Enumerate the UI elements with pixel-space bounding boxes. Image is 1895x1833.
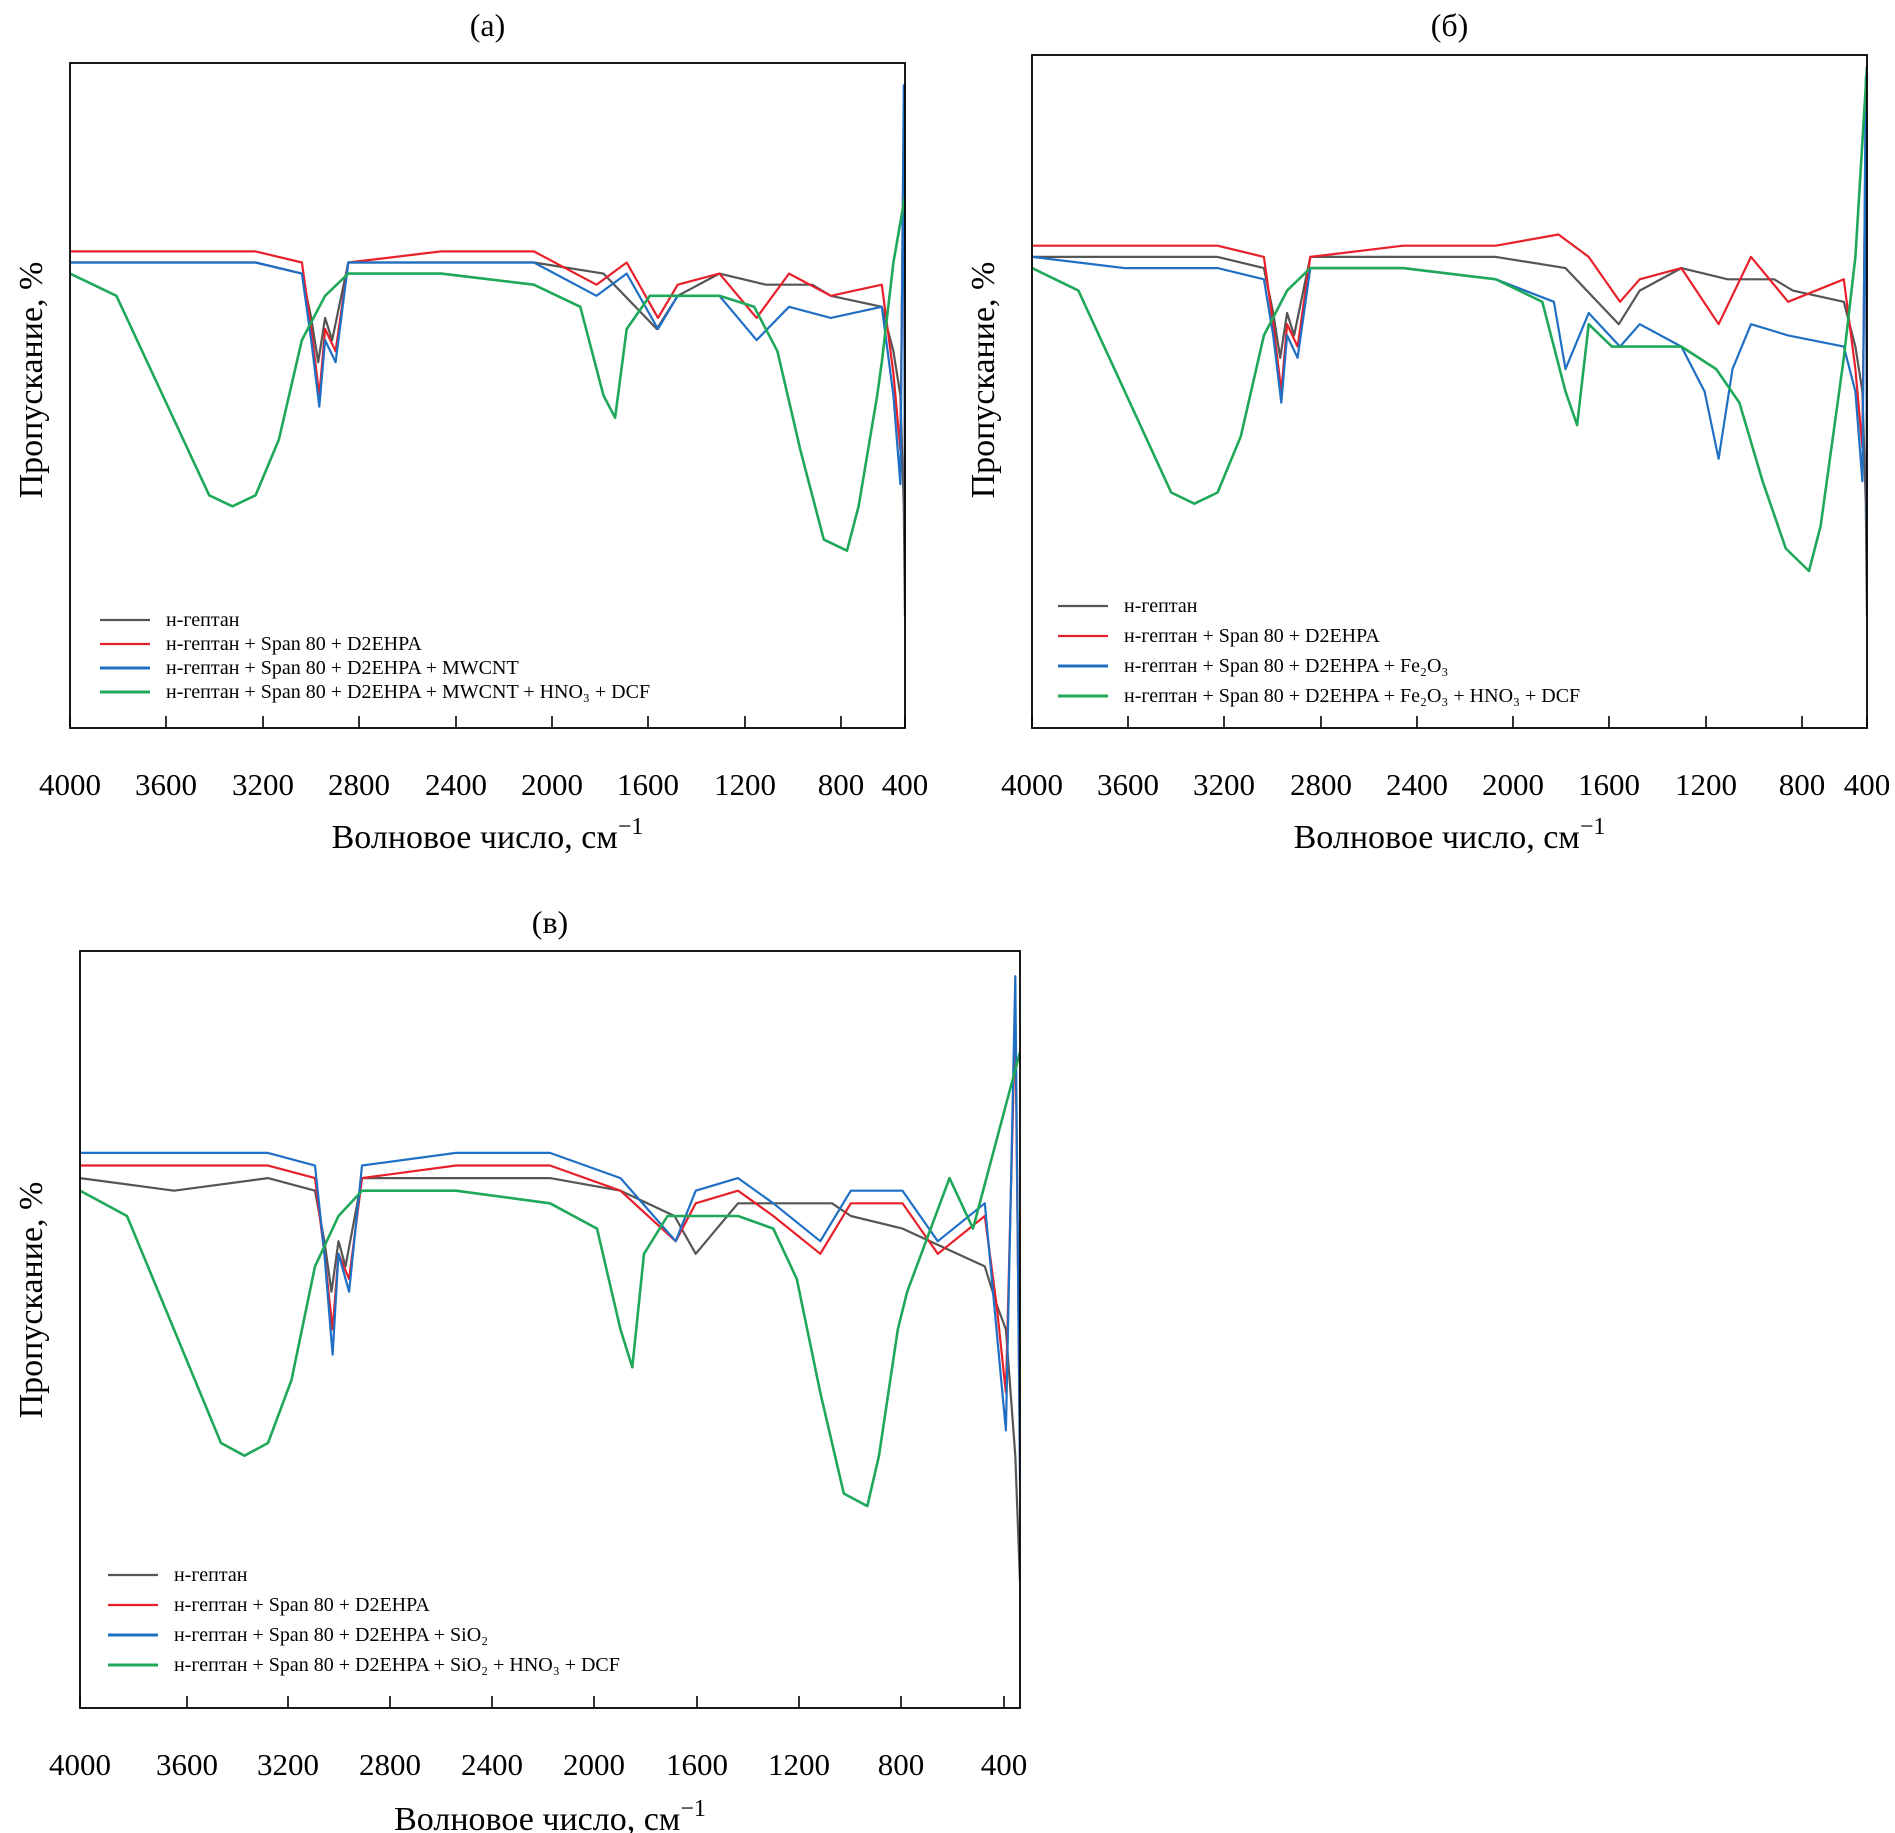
series-group	[70, 84, 905, 618]
legend-entry: н-гептан	[174, 1564, 248, 1586]
series-line-2	[80, 1012, 1020, 1456]
legend-entry: н-гептан + Span 80 + D2EHPA	[1124, 625, 1380, 647]
legend-entry: н-гептан + Span 80 + D2EHPA + Fe₂O₃	[1124, 655, 1448, 677]
x-tick-label: 2000	[1482, 767, 1544, 802]
series-line-2	[70, 117, 905, 507]
y-axis-label: Пропускание, %	[13, 262, 50, 499]
legend-entry: н-гептан + Span 80 + D2EHPA	[166, 633, 422, 655]
x-tick-label: 4000	[49, 1747, 111, 1782]
x-axis-label: Волновое число, см−1	[394, 1796, 706, 1833]
chart-panel-1: (б) 4000 3600 3200 2800 2400 2000 1600 1200 800 40…	[965, 7, 1890, 856]
x-tick-label: 2800	[328, 767, 390, 802]
series-group	[1032, 66, 1867, 616]
panel-title: (б)	[1431, 7, 1469, 43]
legend-entry: н-гептан + Span 80 + D2EHPA + SiO₂ + HNO…	[174, 1654, 620, 1676]
series-line-4	[80, 1051, 1020, 1508]
x-tick-label: 2400	[425, 767, 487, 802]
x-tick-label: 1600	[1578, 767, 1640, 802]
x-tick-label: 400	[882, 767, 929, 802]
series-line-4	[1032, 66, 1867, 573]
x-tick-label: 1200	[1675, 767, 1737, 802]
series-line-3	[80, 975, 1020, 1481]
x-tick-label: 1200	[714, 767, 776, 802]
plot-frame	[1031, 54, 1868, 729]
x-axis-label: Волновое число, см−1	[332, 814, 644, 856]
x-tick-label: 400	[1844, 767, 1891, 802]
legend-entry: н-гептан + Span 80 + D2EHPA + MWCNT	[166, 657, 519, 679]
y-axis-label: Пропускание, %	[13, 1182, 50, 1419]
legend: н-гептан н-гептан + Span 80 + D2EHPA н-геп…	[108, 1564, 620, 1676]
x-axis-label: Волновое число, см−1	[1294, 814, 1606, 856]
legend-entry: н-гептан + Span 80 + D2EHPA	[174, 1594, 430, 1616]
x-tick-label: 4000	[1001, 767, 1063, 802]
plot-frame	[79, 950, 1021, 1709]
x-tick-label: 2000	[521, 767, 583, 802]
x-tick-label: 2000	[563, 1747, 625, 1782]
x-tick-label: 2400	[1386, 767, 1448, 802]
series-line-1	[1032, 255, 1867, 616]
series-line-3	[70, 84, 905, 529]
series-line-4	[70, 195, 905, 553]
x-tick-label: 3600	[1097, 767, 1159, 802]
x-tick-label: 2800	[1290, 767, 1352, 802]
legend-entry: н-гептан + Span 80 + D2EHPA + MWCNT + HN…	[166, 681, 650, 703]
y-axis-label: Пропускание, %	[965, 262, 1002, 499]
x-tick-label: 3600	[156, 1747, 218, 1782]
panel-title: (а)	[470, 7, 506, 43]
legend: н-гептан н-гептан + Span 80 + D2EHPA н-геп…	[1058, 595, 1580, 707]
x-tick-label: 1600	[666, 1747, 728, 1782]
legend-entry: н-гептан	[1124, 595, 1198, 617]
series-line-1	[80, 1176, 1020, 1582]
series-line-2	[1032, 109, 1867, 504]
x-tick-label: 800	[1779, 767, 1826, 802]
chart-panel-0: (а) 4000 3600 3200 2800 2400 2000 1600 1200 800 40…	[13, 7, 928, 856]
x-tick-label: 3200	[1193, 767, 1255, 802]
series-group	[80, 975, 1020, 1582]
plot-frame	[69, 62, 906, 729]
x-tick-label: 4000	[39, 767, 101, 802]
legend-entry: н-гептан + Span 80 + D2EHPA + Fe₂O₃ + HN…	[1124, 685, 1580, 707]
x-tick-label: 1600	[617, 767, 679, 802]
legend-entry: н-гептан	[166, 609, 240, 631]
x-tick-label: 3200	[257, 1747, 319, 1782]
x-tick-label: 800	[878, 1747, 925, 1782]
x-tick-label: 2400	[461, 1747, 523, 1782]
panel-title: (в)	[532, 904, 568, 940]
x-tick-label: 800	[818, 767, 865, 802]
series-line-3	[1032, 76, 1867, 527]
legend-entry: н-гептан + Span 80 + D2EHPA + SiO₂	[174, 1624, 488, 1646]
x-tick-label: 1200	[768, 1747, 830, 1782]
chart-panel-2: (в) 4000 3600 3200 2800 2400 2000 1600 1200 800 40…	[13, 904, 1027, 1833]
x-tick-label: 400	[981, 1747, 1028, 1782]
x-tick-label: 3200	[232, 767, 294, 802]
x-tick-label: 3600	[135, 767, 197, 802]
x-tick-label: 2800	[359, 1747, 421, 1782]
